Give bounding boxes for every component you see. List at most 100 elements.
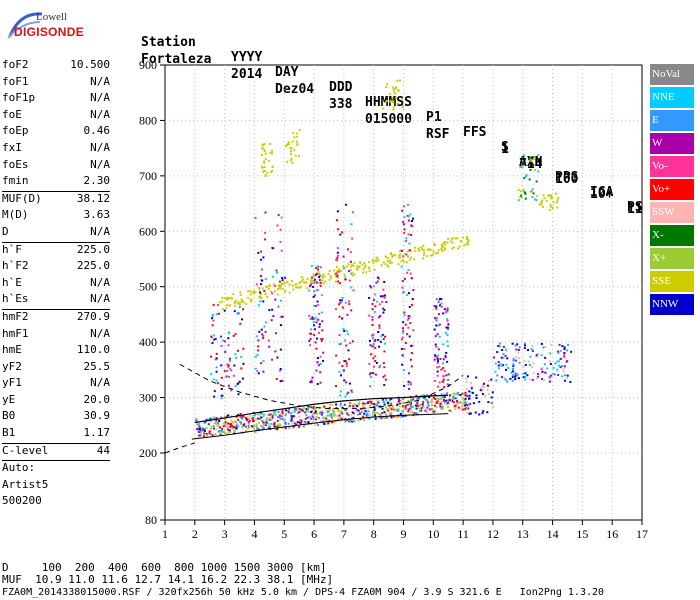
echo-point: [239, 293, 242, 296]
param-key: foE: [2, 107, 22, 121]
echo-point: [342, 327, 345, 330]
echo-point: [230, 369, 233, 372]
echo-point: [445, 392, 448, 395]
param-row: foF2 10.500: [2, 58, 110, 75]
echo-point: [337, 410, 340, 413]
echo-point: [222, 425, 225, 428]
echo-point: [383, 296, 386, 299]
echo-point: [433, 404, 436, 407]
echo-point: [465, 403, 468, 406]
echo-point: [407, 383, 410, 386]
param-row: D N/A: [2, 225, 110, 242]
echo-point: [556, 199, 559, 202]
echo-point: [548, 360, 551, 363]
header-label: PS: [627, 200, 643, 215]
echo-point: [367, 410, 370, 413]
echo-point: [207, 423, 210, 426]
echo-point: [329, 403, 332, 406]
echo-point: [252, 426, 255, 429]
echo-point: [321, 276, 324, 279]
echo-point: [344, 203, 347, 206]
echo-point: [368, 339, 371, 342]
echo-point: [467, 375, 470, 378]
echo-point: [311, 381, 314, 384]
header-value: Fortaleza: [141, 52, 212, 67]
echo-point: [338, 282, 341, 285]
echo-point: [416, 413, 419, 416]
echo-point: [344, 301, 347, 304]
echo-point: [291, 422, 294, 425]
echo-point: [262, 415, 265, 418]
echo-point: [489, 402, 492, 405]
echo-point: [295, 140, 298, 143]
echo-point: [210, 427, 213, 430]
echo-point: [356, 409, 359, 412]
echo-point: [213, 395, 216, 398]
echo-point: [263, 166, 266, 169]
echo-point: [426, 410, 429, 413]
param-value: N/A: [90, 157, 110, 171]
echo-point: [441, 245, 444, 248]
echo-point: [378, 316, 381, 319]
echo-point: [409, 358, 412, 361]
echo-point: [409, 272, 412, 275]
echo-point: [543, 197, 546, 200]
echo-point: [277, 305, 280, 308]
echo-point: [523, 177, 526, 180]
echo-point: [318, 323, 321, 326]
echo-point: [344, 395, 347, 398]
echo-point: [272, 283, 275, 286]
echo-point: [463, 400, 466, 403]
echo-point: [332, 408, 335, 411]
echo-point: [566, 349, 569, 352]
echo-point: [259, 300, 262, 303]
echo-point: [537, 154, 540, 157]
echo-point: [213, 433, 216, 436]
echo-point: [328, 270, 331, 273]
echo-point: [341, 365, 344, 368]
param-key: h`F2: [2, 259, 29, 273]
echo-point: [278, 415, 281, 418]
echo-point: [349, 402, 352, 405]
echo-point: [301, 280, 304, 283]
echo-point: [466, 403, 469, 406]
echo-point: [497, 364, 500, 367]
echo-point: [338, 334, 341, 337]
echo-point: [358, 265, 361, 268]
echo-point: [446, 401, 449, 404]
echo-point: [270, 149, 273, 152]
echo-point: [366, 412, 369, 415]
echo-point: [376, 399, 379, 402]
echo-point: [312, 321, 315, 324]
echo-point: [277, 214, 280, 217]
legend-entry: X+: [650, 248, 694, 269]
echo-point: [335, 403, 338, 406]
echo-point: [350, 286, 353, 289]
echo-point: [422, 244, 425, 247]
echo-point: [382, 107, 385, 110]
echo-point: [270, 152, 273, 155]
echo-point: [505, 368, 508, 371]
echo-point: [454, 408, 457, 411]
echo-point: [402, 329, 405, 332]
echo-point: [442, 392, 445, 395]
echo-point: [389, 412, 392, 415]
echo-point: [403, 347, 406, 350]
echo-point: [441, 396, 444, 399]
echo-point: [235, 422, 238, 425]
echo-point: [276, 423, 279, 426]
echo-point: [401, 105, 404, 108]
echo-point: [349, 420, 352, 423]
header-labels: Station YYYY DAY DDD HHMMSS P1 FFS S AXN…: [141, 20, 643, 215]
echo-point: [340, 418, 343, 421]
echo-point: [451, 400, 454, 403]
echo-point: [224, 350, 227, 353]
echo-point: [349, 268, 352, 271]
echo-point: [309, 328, 312, 331]
echo-point: [561, 345, 564, 348]
echo-point: [409, 406, 412, 409]
echo-point: [321, 320, 324, 323]
echo-point: [198, 434, 201, 437]
echo-point: [415, 404, 418, 407]
echo-point: [317, 282, 320, 285]
